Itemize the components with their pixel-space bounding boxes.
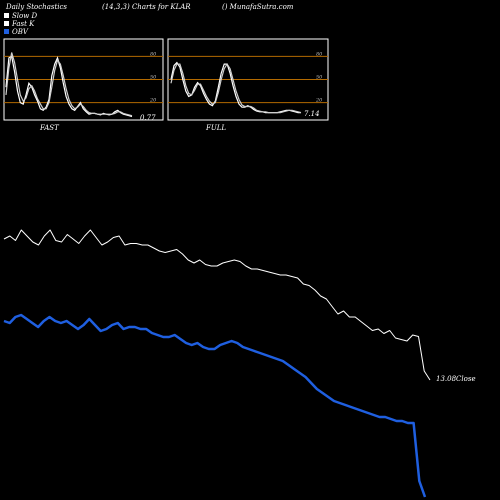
full-panel-lines [170,61,302,114]
full-tick-label-50: 50 [316,75,323,81]
fast-panel-title: FAST [39,124,60,132]
fast-tick-label-50: 50 [150,75,157,81]
fast-tick-label-80: 80 [150,51,157,57]
full-panel-title: FULL [205,124,226,132]
legend-swatch-fast-k [4,21,9,26]
fast-series-line-2 [5,52,133,117]
full-panel-grid: 20 50 80 [168,51,328,104]
legend-swatch-slow-d [4,13,9,18]
legend-label-obv: OBV [12,28,29,36]
fast-panel-grid: 20 50 80 [4,51,163,104]
full-series-line-1 [170,61,301,114]
legend-label-fast-k: Fast K [11,20,35,28]
fast-panel-value: 0.77 [140,114,156,122]
full-series-line-2 [170,62,302,114]
legend-swatch-obv [4,29,9,34]
close-price-line [3,229,431,381]
full-panel-value: 7.14 [304,110,320,118]
full-tick-label-20: 20 [315,98,323,104]
header-right: () MunafaSutra.com [222,3,294,11]
fast-panel-lines [5,52,133,118]
close-label: 13.08Close [436,375,476,383]
legend-label-slow-d: Slow D [12,12,37,20]
fast-tick-label-20: 20 [149,98,157,104]
fast-series-line-1 [5,55,133,118]
header-left: Daily Stochastics [5,3,67,11]
full-tick-label-80: 80 [316,51,323,57]
obv-line [3,313,427,498]
price-obv-lines [3,229,431,498]
header-center: (14,3,3) Charts for KLAR [102,3,191,11]
